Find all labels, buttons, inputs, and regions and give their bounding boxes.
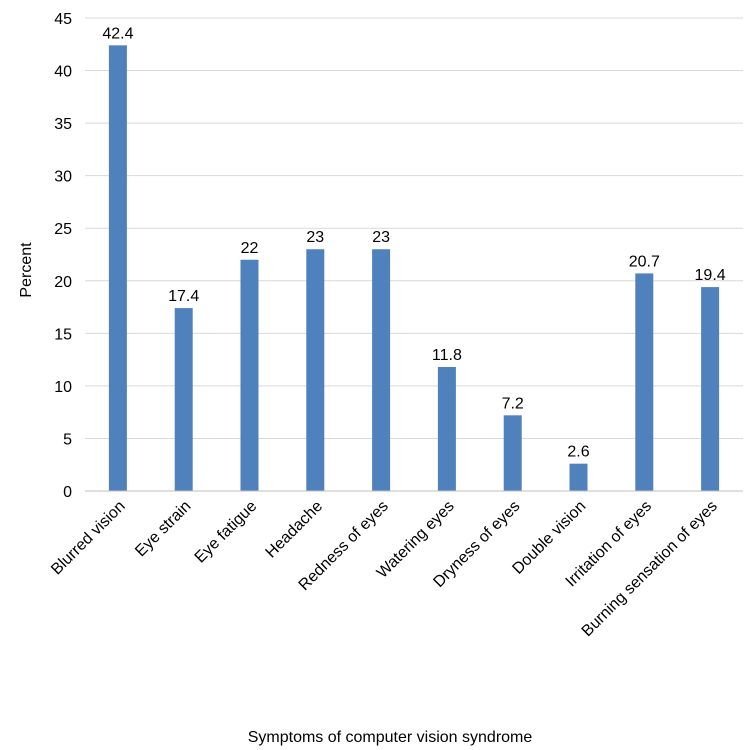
y-axis-ticks: 0 5 10 15 20 25 30 35 40 45 [54,11,72,501]
bars [108,45,720,491]
bar [372,249,391,491]
bar-value-label: 42.4 [102,25,133,42]
y-tick-label: 15 [54,326,72,343]
bar [701,287,720,491]
y-tick-label: 0 [63,484,72,501]
bar [437,366,456,491]
bar-value-label: 23 [372,229,390,246]
bar-value-label: 22 [241,240,259,257]
bar [503,415,522,491]
bar [108,45,127,491]
bar-value-label: 19.4 [695,267,726,284]
data-labels: 42.4 17.4 22 23 23 11.8 7.2 2.6 20.7 19.4 [102,25,725,460]
y-tick-label: 35 [54,116,72,133]
bar [635,273,654,491]
bar-value-label: 20.7 [629,253,660,270]
bar [174,308,193,491]
bar-value-label: 23 [306,229,324,246]
bar [306,249,325,491]
bar-value-label: 2.6 [567,444,589,461]
x-category-label: Blurred vision [48,498,129,579]
y-tick-label: 25 [54,221,72,238]
y-axis-title: Percent [18,242,35,298]
bar [240,259,259,491]
gridlines [85,17,743,439]
x-category-label: Burning sensation of eyes [579,498,721,640]
y-tick-label: 20 [54,274,72,291]
y-tick-label: 30 [54,169,72,186]
x-category-label: Headache [263,498,327,562]
bar-value-label: 11.8 [432,347,462,364]
y-tick-label: 45 [54,11,72,28]
y-tick-label: 40 [54,64,72,81]
x-category-label: Eye fatigue [192,498,261,567]
x-category-label: Eye strain [132,498,194,560]
y-tick-label: 10 [54,379,72,396]
x-axis-title: Symptoms of computer vision syndrome [248,729,533,746]
y-tick-label: 5 [63,431,72,448]
bar [569,463,588,491]
bar-value-label: 17.4 [168,288,199,305]
bar-value-label: 7.2 [502,395,524,412]
